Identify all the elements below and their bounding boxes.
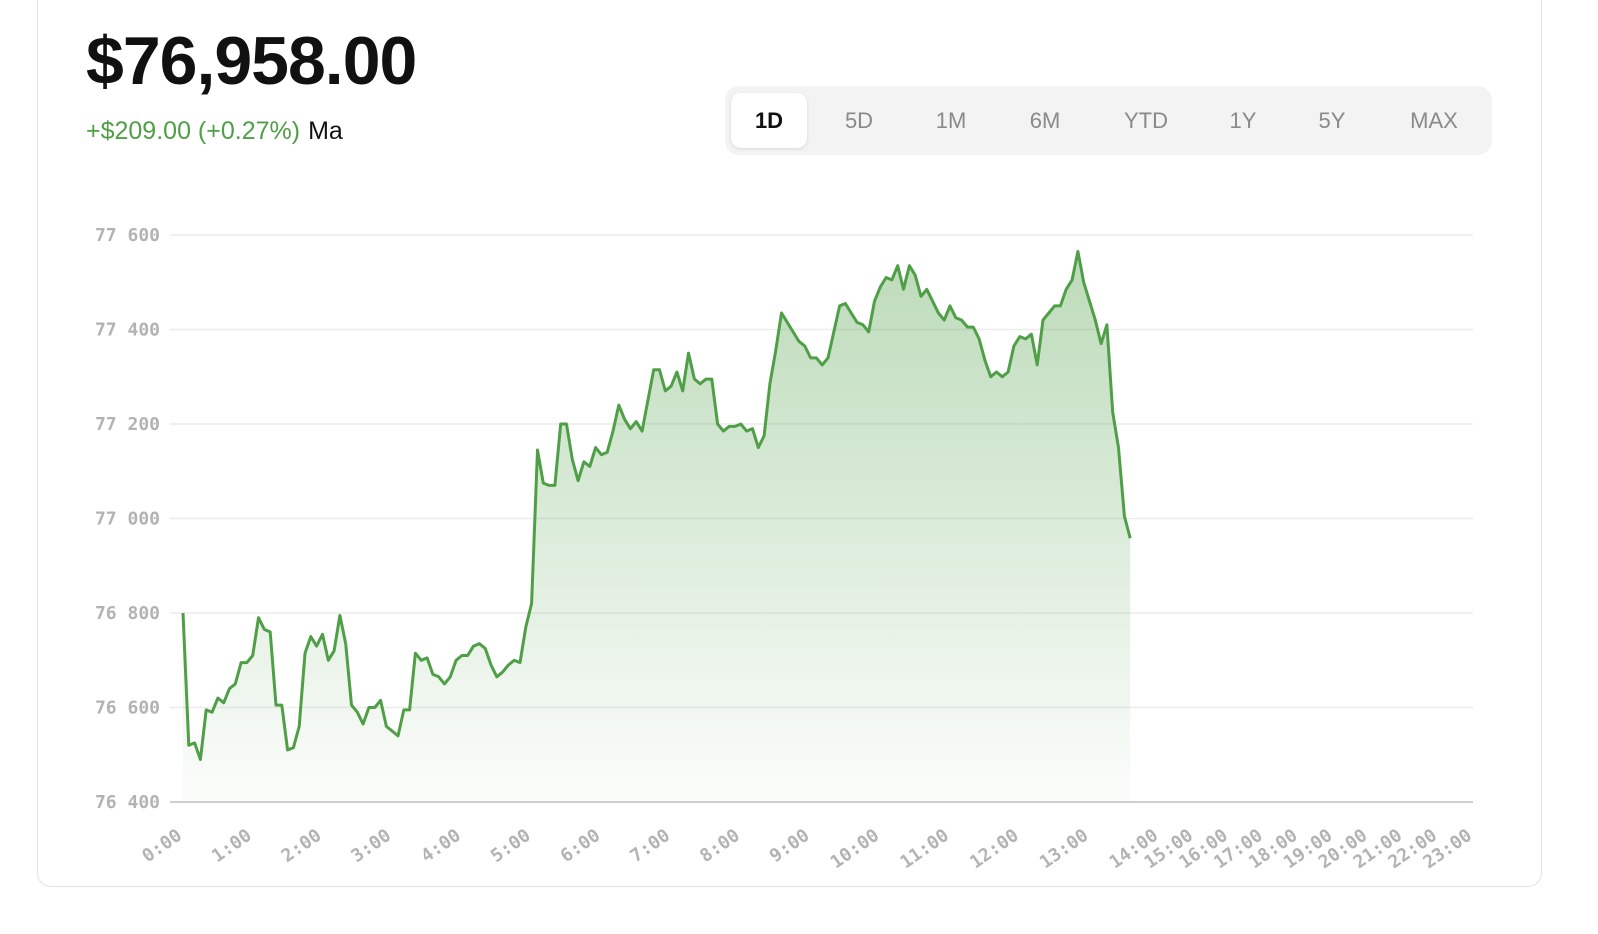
x-tick-label: 8:00 [696,825,744,867]
y-tick-label: 76 800 [95,603,160,624]
y-tick-label: 77 600 [95,225,160,246]
y-tick-label: 76 600 [95,698,160,719]
y-tick-label: 77 400 [95,320,160,341]
card [37,0,1542,887]
area [183,251,1131,802]
x-tick-label: 5:00 [487,825,535,867]
x-tick-label: 4:00 [417,825,465,867]
x-tick-label: 6:00 [557,825,605,867]
range-tab[interactable]: 1D [731,93,807,148]
range-tab[interactable]: 6M [1029,108,1061,133]
range-tab[interactable]: MAX [1410,108,1458,133]
range-tab[interactable]: 1Y [1229,108,1257,133]
x-tick-label: 10:00 [827,825,883,873]
price-change: +$209.00 (+0.27%) Ma [86,117,343,146]
range-tab[interactable]: 5Y [1318,108,1346,133]
change-suffix: Ma [308,117,343,145]
x-tick-label: 2:00 [278,825,326,867]
x-tick-label: 13:00 [1036,825,1092,873]
y-tick-label: 77 000 [95,509,160,530]
price-line [181,250,1132,761]
range-tab[interactable]: 1M [935,108,967,133]
x-tick-label: 12:00 [966,825,1022,873]
x-tick-label: 7:00 [626,825,674,867]
price: $76,958.00 [86,23,417,99]
range-tabs: 1D 5D 1M 6M YTD 1Y 5Y MAX [725,86,1492,155]
x-tick-label: 9:00 [766,825,814,867]
range-tab[interactable]: YTD [1124,108,1168,133]
y-tick-label: 76 400 [95,792,160,813]
x-tick-label: 3:00 [347,825,395,867]
y-tick-label: 77 200 [95,414,160,435]
x-tick-label: 0:00 [138,825,186,867]
change-value: +$209.00 (+0.27%) [86,117,301,145]
x-tick-label: 11:00 [896,825,952,873]
range-tab[interactable]: 5D [844,108,874,133]
x-tick-label: 1:00 [208,825,256,867]
